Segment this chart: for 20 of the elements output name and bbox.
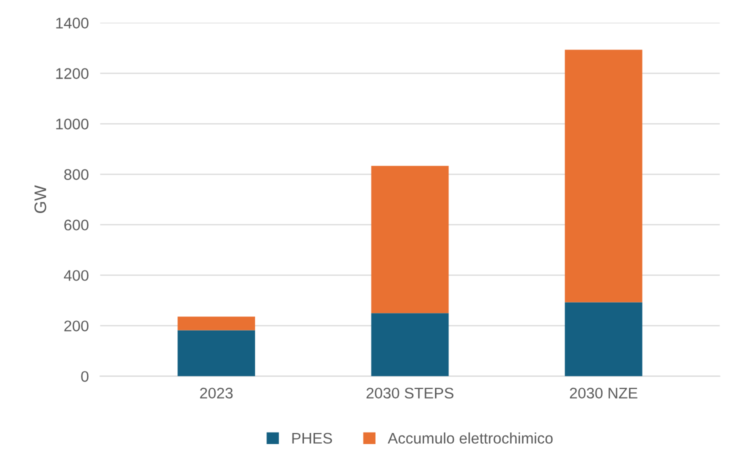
x-tick-label: 2023 [200, 388, 233, 399]
x-tick-label: 2030 STEPS [366, 388, 454, 399]
y-tick-label: 0 [81, 371, 88, 382]
bar [564, 50, 642, 302]
y-axis-title: GW [34, 185, 46, 214]
bar [371, 313, 449, 376]
y-tick-label: 400 [64, 270, 88, 281]
y-tick-label: 1200 [56, 68, 88, 79]
legend-label: Accumulo elettrochimico [388, 432, 553, 444]
y-tick-label: 200 [64, 320, 88, 332]
bar [564, 302, 642, 376]
y-tick-label: 800 [64, 169, 88, 180]
legend-label: PHES [292, 432, 332, 444]
bar [178, 330, 256, 376]
y-tick-label: 1000 [56, 118, 88, 130]
bar [178, 316, 256, 330]
y-tick-label: 1400 [56, 18, 88, 28]
y-tick-label: 600 [64, 220, 88, 230]
bar [371, 166, 449, 314]
x-tick-label: 2030 NZE [570, 388, 638, 399]
